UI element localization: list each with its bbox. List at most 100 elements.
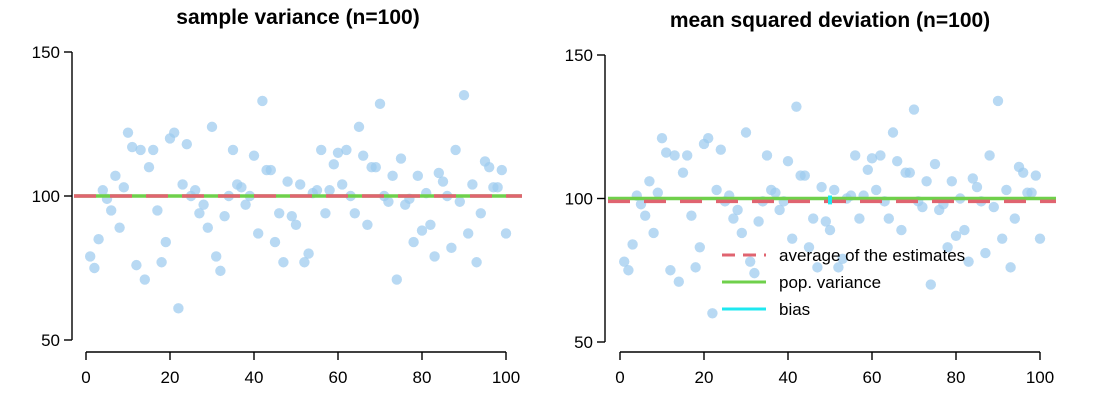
data-point (850, 150, 861, 161)
chart-title: sample variance (n=100) (176, 6, 419, 29)
data-point (156, 257, 167, 268)
y-tick-label: 150 (32, 43, 60, 62)
data-point (425, 219, 436, 230)
data-point (753, 216, 764, 227)
data-point (370, 162, 381, 173)
data-point (1034, 233, 1046, 244)
data-point (496, 164, 507, 176)
data-point (640, 210, 651, 221)
data-point (866, 153, 878, 164)
data-point (791, 101, 802, 112)
data-point (269, 236, 281, 248)
data-point (921, 176, 932, 187)
data-point (703, 133, 714, 144)
data-point (429, 251, 440, 262)
data-point (925, 279, 936, 290)
data-point (761, 150, 773, 161)
data-point (110, 170, 121, 182)
data-point (745, 256, 756, 267)
data-point (198, 199, 209, 210)
chart-title: mean squared deviation (n=100) (670, 9, 990, 32)
data-point (227, 144, 239, 156)
data-point (295, 179, 306, 190)
data-point (904, 167, 915, 178)
data-point (215, 265, 226, 277)
data-point (93, 234, 104, 245)
data-point (799, 170, 810, 181)
data-point (883, 213, 894, 224)
data-point (686, 210, 697, 221)
data-point (85, 251, 96, 262)
data-point (929, 158, 941, 170)
data-point (661, 147, 672, 158)
data-point (787, 233, 798, 244)
data-point (682, 150, 693, 161)
legend-label: average of the estimates (779, 246, 965, 265)
data-point (627, 239, 638, 250)
data-point (833, 262, 844, 273)
data-point (690, 262, 701, 273)
data-point (875, 150, 886, 161)
data-point (97, 185, 109, 196)
data-point (824, 224, 836, 236)
x-tick-label: 80 (947, 368, 966, 387)
data-point (711, 184, 722, 196)
data-point (148, 144, 159, 156)
data-point (749, 267, 760, 279)
data-point (694, 242, 705, 253)
data-point (332, 147, 344, 158)
data-point (1030, 170, 1042, 181)
x-tick-label: 40 (779, 368, 798, 387)
data-point (808, 213, 819, 224)
data-point (673, 276, 684, 287)
x-tick-label: 80 (413, 368, 432, 387)
data-point (862, 164, 873, 175)
data-point (467, 179, 478, 190)
data-point (89, 262, 100, 274)
data-point (484, 162, 495, 173)
data-point (169, 127, 180, 138)
data-point (437, 176, 449, 187)
data-point (395, 153, 407, 164)
data-point (328, 159, 339, 170)
data-point (984, 150, 995, 161)
data-point (454, 196, 465, 207)
data-point (963, 256, 974, 267)
data-point (433, 167, 444, 179)
data-point (892, 155, 903, 167)
data-point (740, 127, 752, 138)
data-point (337, 179, 348, 190)
data-point (358, 150, 369, 161)
data-point (248, 150, 260, 161)
data-point (412, 170, 423, 182)
data-point (173, 303, 184, 314)
data-point (450, 144, 461, 156)
data-point (135, 144, 146, 156)
x-tick-label: 100 (492, 368, 520, 387)
data-point (257, 95, 268, 107)
data-point (736, 227, 747, 239)
data-point (303, 248, 314, 259)
data-point (812, 262, 823, 273)
data-point (1026, 187, 1037, 198)
data-point (816, 181, 827, 193)
data-point (971, 181, 983, 193)
data-point (652, 187, 663, 198)
data-point (707, 308, 718, 319)
data-point (190, 185, 201, 196)
data-point (131, 259, 142, 271)
data-point (194, 208, 205, 219)
data-point (942, 242, 953, 253)
data-point (211, 251, 222, 262)
panel-sample-variance: sample variance (n=100) 50 100 150 0 20 40 60 8… (32, 6, 522, 387)
data-point (677, 167, 689, 178)
data-point (1009, 213, 1020, 224)
data-point (644, 176, 655, 187)
data-point (240, 199, 251, 210)
data-point (265, 164, 276, 176)
data-point (236, 182, 247, 193)
x-tick-label: 20 (161, 368, 180, 387)
data-point (324, 185, 335, 196)
data-point (854, 213, 865, 224)
